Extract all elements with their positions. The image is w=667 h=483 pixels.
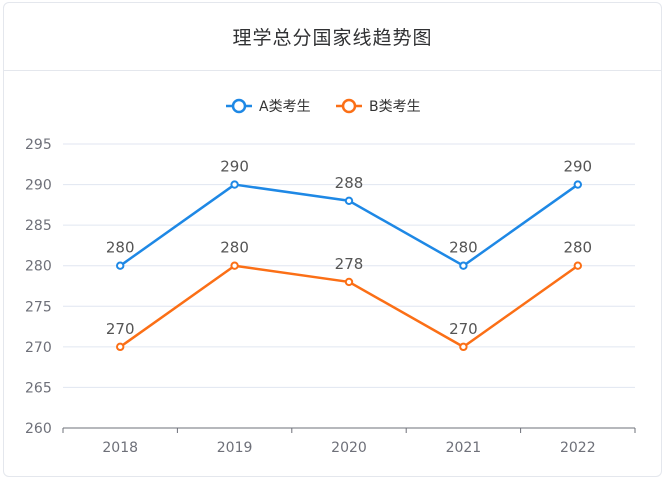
legend-item-0[interactable]: A类考生	[226, 98, 311, 115]
data-label: 270	[449, 320, 478, 338]
legend: A类考生 B类考生	[226, 98, 421, 115]
legend-marker	[231, 98, 247, 114]
card-header: 理学总分国家线趋势图	[4, 3, 661, 71]
data-label: 288	[335, 174, 364, 192]
data-label: 280	[563, 239, 592, 257]
y-axis: 260 265 270 275 280 285 290 295	[25, 137, 52, 437]
data-point[interactable]	[230, 180, 239, 189]
data-label: 278	[335, 255, 364, 273]
data-label: 280	[449, 239, 478, 257]
y-tick-label: 285	[25, 218, 52, 234]
y-tick-label: 265	[25, 380, 52, 396]
data-label: 290	[563, 158, 592, 176]
data-labels: 280 290 288 280 290 270 280 278 270 280	[106, 158, 592, 338]
data-label: 280	[106, 239, 135, 257]
legend-label: B类考生	[369, 99, 421, 115]
x-tick-label: 2021	[446, 440, 482, 456]
x-tick-label: 2020	[331, 440, 367, 456]
x-axis: 2018 2019 2020 2021 2022	[62, 427, 636, 456]
data-label: 270	[106, 320, 135, 338]
x-tick-label: 2019	[217, 440, 253, 456]
data-point[interactable]	[573, 180, 582, 189]
y-tick-label: 270	[25, 340, 52, 356]
data-point[interactable]	[116, 261, 125, 270]
data-point[interactable]	[230, 261, 239, 270]
legend-marker	[341, 98, 357, 114]
data-point[interactable]	[116, 342, 125, 352]
data-label: 290	[220, 158, 249, 176]
y-tick-label: 260	[25, 421, 52, 437]
y-tick-label: 275	[25, 299, 52, 315]
data-point[interactable]	[459, 342, 468, 352]
x-tick-label: 2022	[560, 440, 596, 456]
series-layer	[116, 180, 582, 352]
chart-title: 理学总分国家线趋势图	[232, 27, 433, 49]
grid-lines	[63, 143, 635, 388]
legend-label: A类考生	[259, 99, 311, 115]
y-tick-label: 280	[25, 259, 52, 275]
y-tick-label: 295	[25, 137, 52, 153]
data-point[interactable]	[344, 277, 354, 287]
y-tick-label: 290	[25, 178, 52, 194]
data-point[interactable]	[573, 261, 582, 270]
chart-card: 理学总分国家线趋势图	[3, 2, 662, 477]
data-label: 280	[220, 239, 249, 257]
x-tick-label: 2018	[102, 440, 138, 456]
data-point[interactable]	[459, 261, 468, 270]
data-point[interactable]	[344, 196, 354, 206]
legend-item-1[interactable]: B类考生	[336, 98, 421, 115]
